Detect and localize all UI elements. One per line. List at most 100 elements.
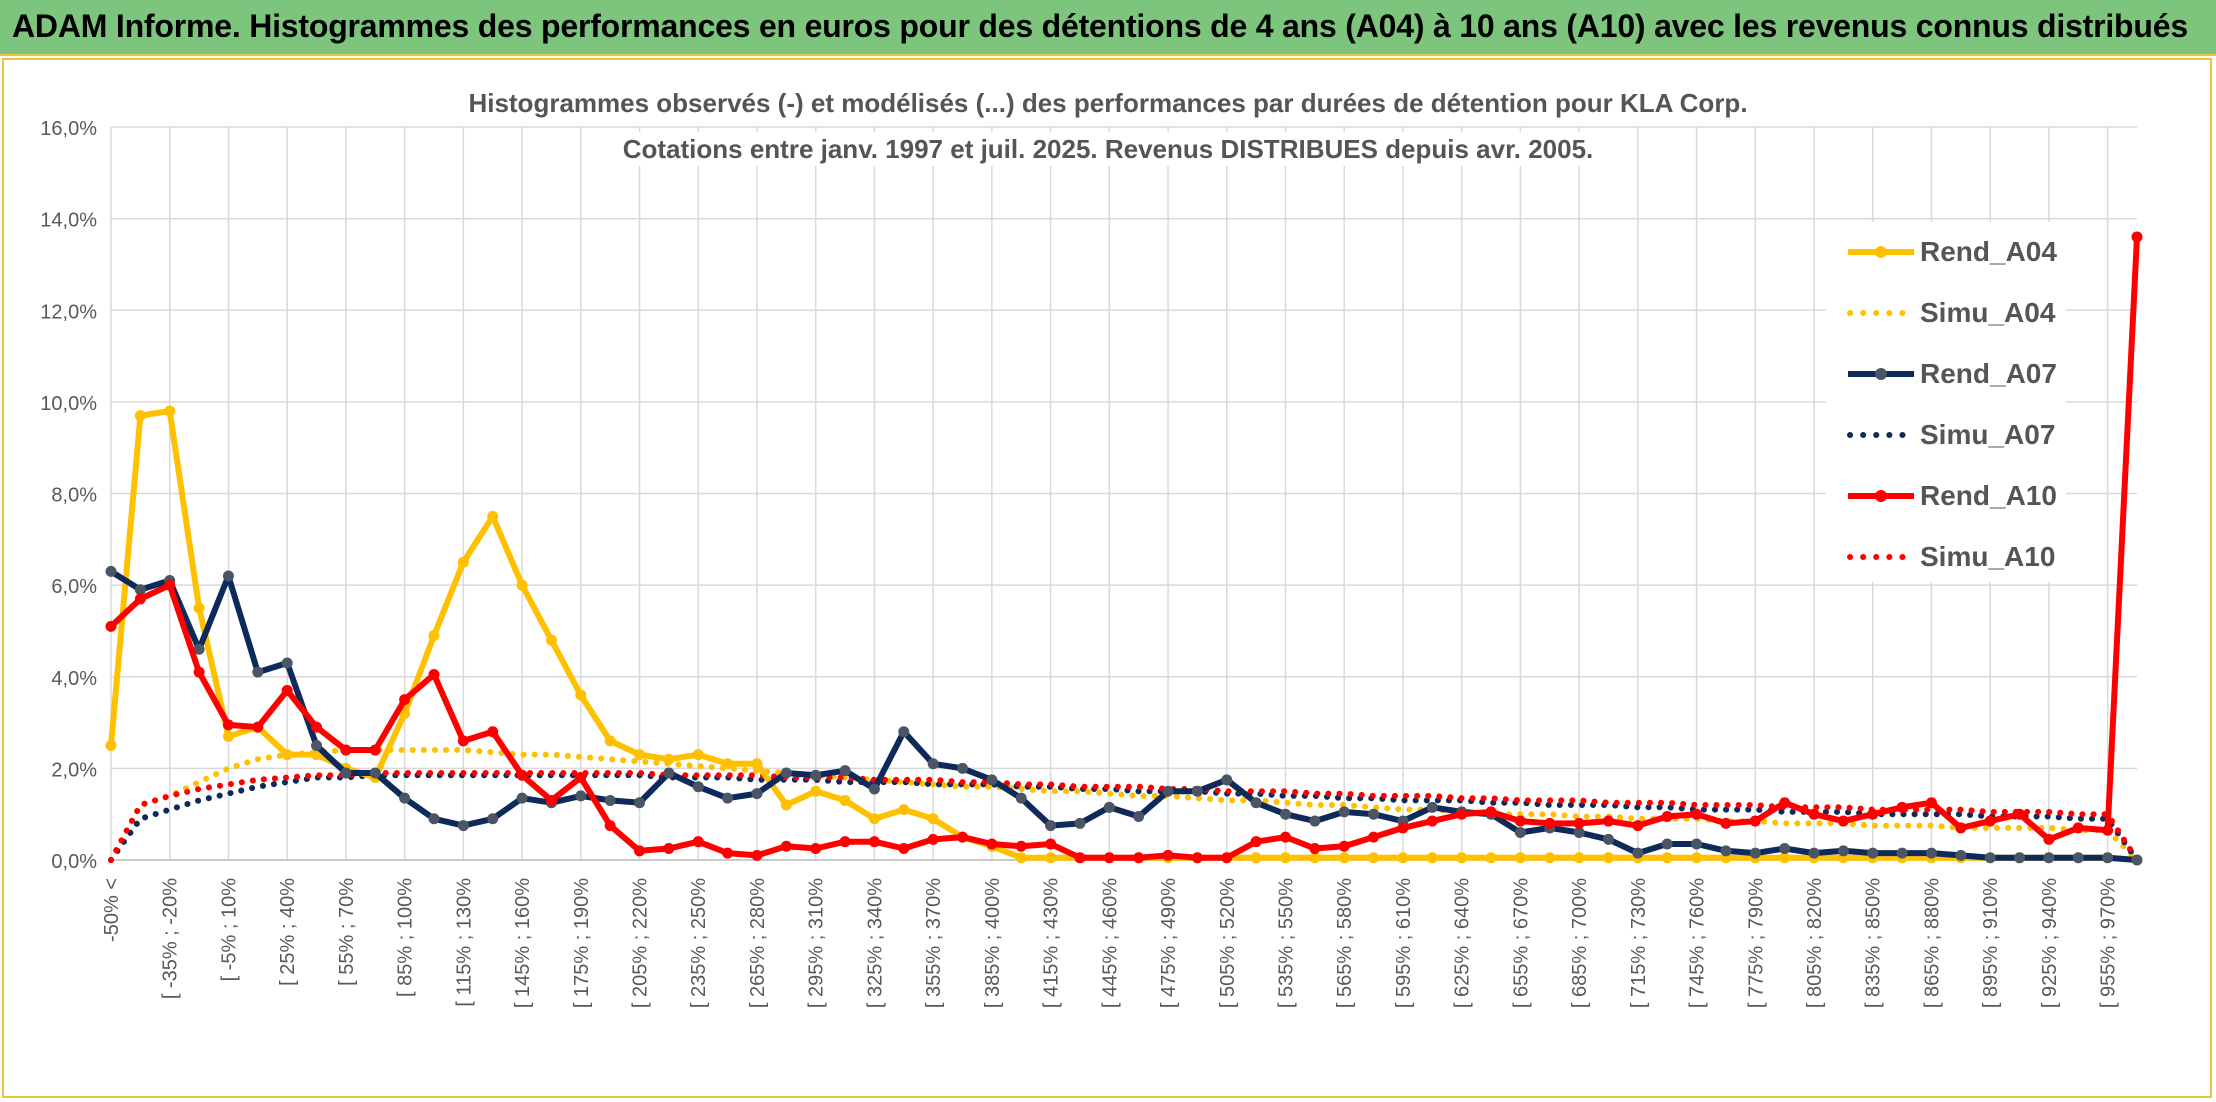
data-point-rend-a10: [1749, 815, 1761, 827]
data-point-rend-a04: [810, 785, 822, 797]
x-tick-label: [ 895% ; 910%: [1980, 878, 2002, 1008]
chart-title: Histogrammes observés (-) et modélisés (…: [458, 86, 1758, 120]
legend-item-simu-a07: Simu_A07: [1826, 415, 2066, 455]
data-point-rend-a10: [1103, 852, 1115, 864]
x-tick-label: [ 505% ; 520%: [1217, 878, 1239, 1008]
data-point-rend-a10: [1309, 843, 1321, 855]
legend-label-simu-a10: Simu_A10: [1920, 541, 2056, 572]
data-point-rend-a10: [1338, 840, 1350, 852]
data-point-rend-a10: [868, 836, 880, 848]
data-point-rend-a04: [193, 602, 205, 614]
data-point-rend-a10: [311, 721, 323, 733]
data-point-rend-a07: [428, 813, 440, 825]
x-tick-label: [ 535% ; 550%: [1275, 878, 1297, 1008]
data-point-rend-a07: [1279, 808, 1291, 820]
data-point-rend-a10: [1514, 815, 1526, 827]
legend-swatch-rend-a07: [1848, 368, 1914, 380]
legend-item-rend-a10: Rend_A10: [1826, 476, 2066, 516]
y-tick-label: 0,0%: [51, 851, 97, 873]
data-point-rend-a07: [2072, 852, 2084, 864]
legend-label-simu-a04: Simu_A04: [1920, 297, 2056, 328]
data-point-rend-a04: [399, 707, 411, 719]
data-point-rend-a04: [1573, 852, 1585, 864]
data-point-rend-a07: [1867, 847, 1879, 859]
data-point-rend-a07: [1426, 801, 1438, 813]
data-point-rend-a10: [105, 620, 117, 632]
data-point-rend-a07: [1573, 827, 1585, 839]
legend-label-rend-a04: Rend_A04: [1920, 236, 2057, 267]
legend-item-simu-a04: Simu_A04: [1826, 293, 2066, 333]
data-point-rend-a07: [810, 769, 822, 781]
data-point-rend-a07: [1338, 806, 1350, 818]
legend-swatch-rend-a04: [1848, 246, 1914, 258]
data-point-rend-a04: [1456, 852, 1468, 864]
legend-swatch-simu-a04: [1847, 310, 1916, 316]
data-point-rend-a07: [575, 790, 587, 802]
data-point-rend-a07: [634, 797, 646, 809]
data-point-rend-a07: [457, 820, 469, 832]
data-point-rend-a04: [692, 749, 704, 761]
legend-item-rend-a07: Rend_A07: [1826, 354, 2066, 394]
data-point-rend-a07: [1103, 801, 1115, 813]
x-tick-label: [ 655% ; 670%: [1510, 878, 1532, 1008]
data-point-rend-a04: [898, 804, 910, 816]
data-point-rend-a07: [927, 758, 939, 770]
data-point-rend-a07: [222, 570, 234, 582]
data-point-rend-a07: [1015, 792, 1027, 804]
data-point-rend-a04: [751, 758, 763, 770]
data-point-rend-a10: [1691, 808, 1703, 820]
data-point-rend-a07: [1514, 827, 1526, 839]
data-point-rend-a07: [1309, 815, 1321, 827]
data-point-rend-a04: [1602, 852, 1614, 864]
x-tick-label: [ 115% ; 130%: [453, 878, 475, 1007]
data-point-rend-a04: [105, 739, 117, 751]
data-point-rend-a10: [1779, 797, 1791, 809]
chart-frame: [2, 58, 2212, 1098]
data-point-rend-a07: [1837, 845, 1849, 857]
legend-swatch-simu-a07: [1847, 432, 1916, 438]
data-point-rend-a07: [1896, 847, 1908, 859]
data-point-rend-a10: [898, 843, 910, 855]
x-tick-label: [ 925% ; 940%: [2039, 878, 2061, 1008]
data-point-rend-a10: [780, 840, 792, 852]
data-point-rend-a04: [1397, 852, 1409, 864]
data-point-rend-a10: [1221, 852, 1233, 864]
data-point-rend-a04: [1045, 852, 1057, 864]
data-point-rend-a10: [1133, 852, 1145, 864]
series-line-simu-a07: [108, 772, 2140, 863]
data-point-rend-a10: [1015, 840, 1027, 852]
data-point-rend-a10: [1368, 831, 1380, 843]
data-point-rend-a10: [1955, 822, 1967, 834]
y-tick-label: 12,0%: [40, 301, 97, 323]
data-point-rend-a07: [1632, 847, 1644, 859]
data-point-rend-a04: [134, 410, 146, 422]
data-point-rend-a10: [1456, 808, 1468, 820]
data-point-rend-a04: [1368, 852, 1380, 864]
data-point-rend-a04: [545, 634, 557, 646]
data-point-rend-a04: [663, 753, 675, 765]
data-point-rend-a07: [281, 657, 293, 669]
data-point-rend-a07: [1133, 810, 1145, 822]
data-point-rend-a07: [193, 643, 205, 655]
data-point-rend-a04: [604, 735, 616, 747]
data-point-rend-a07: [1925, 847, 1937, 859]
data-point-rend-a10: [164, 579, 176, 591]
data-point-rend-a04: [780, 799, 792, 811]
x-tick-label: [ 955% ; 970%: [2098, 878, 2120, 1008]
x-tick-label: [ 475% ; 490%: [1158, 878, 1180, 1008]
x-tick-label: [ 385% ; 400%: [982, 878, 1004, 1008]
data-point-rend-a04: [634, 749, 646, 761]
data-point-rend-a04: [1426, 852, 1438, 864]
legend-swatch-rend-a10: [1848, 490, 1914, 502]
x-tick-label: [ 805% ; 820%: [1804, 878, 1826, 1008]
data-point-rend-a10: [1808, 808, 1820, 820]
y-tick-label: 16,0%: [40, 118, 97, 140]
data-point-rend-a10: [692, 836, 704, 848]
data-point-rend-a10: [1544, 817, 1556, 829]
data-point-rend-a07: [1191, 785, 1203, 797]
data-point-rend-a07: [2043, 852, 2055, 864]
data-point-rend-a10: [1632, 820, 1644, 832]
data-point-rend-a07: [1720, 845, 1732, 857]
data-point-rend-a10: [222, 719, 234, 731]
data-point-rend-a10: [1925, 797, 1937, 809]
